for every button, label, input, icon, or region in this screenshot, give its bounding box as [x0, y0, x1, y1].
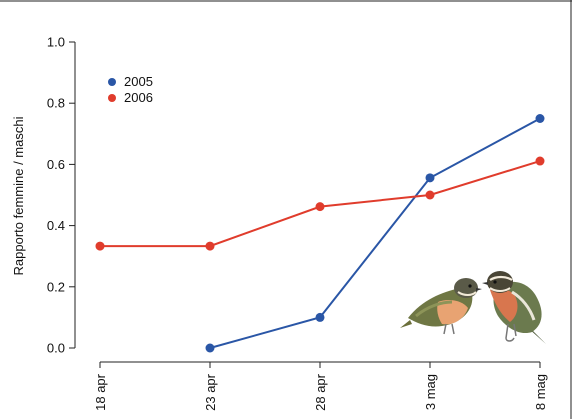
y-tick-label: 0.4: [47, 218, 65, 233]
legend-label-2005: 2005: [124, 74, 153, 89]
data-point-2006: [205, 241, 215, 251]
legend-marker-2006: [108, 94, 116, 102]
x-tick-label: 3 mag: [423, 374, 438, 410]
y-tick-label: 0.0: [47, 341, 65, 356]
y-tick-label: 0.6: [47, 157, 65, 172]
two-birds-illustration: [400, 271, 546, 344]
x-tick-label: 18 apr: [93, 373, 108, 411]
data-point-2005: [205, 343, 215, 353]
legend-marker-2005: [108, 78, 116, 86]
series-line-2005: [209, 117, 541, 349]
x-tick-label: 28 apr: [313, 373, 328, 411]
data-point-2005: [535, 114, 545, 123]
series-layer: [95, 114, 545, 353]
data-point-2005: [425, 173, 435, 183]
data-point-2006: [535, 156, 545, 166]
x-axis: 18 apr 23 apr 28 apr 3 mag 8 mag: [93, 361, 548, 411]
y-tick-label: 0.8: [47, 96, 65, 111]
data-point-2006: [425, 190, 435, 200]
legend-label-2006: 2006: [124, 90, 153, 105]
y-tick-label: 0.2: [47, 279, 65, 294]
x-tick-label: 23 apr: [203, 373, 218, 411]
data-point-2005: [315, 312, 325, 322]
x-tick-label: 8 mag: [533, 374, 548, 410]
data-point-2006: [95, 241, 105, 251]
data-point-2006: [315, 202, 325, 212]
y-tick-label: 1.0: [47, 35, 65, 50]
y-axis: 0.0 0.2 0.4 0.6 0.8 1.0: [47, 35, 76, 356]
y-axis-title: Rapporto femmine / maschi: [11, 116, 26, 275]
